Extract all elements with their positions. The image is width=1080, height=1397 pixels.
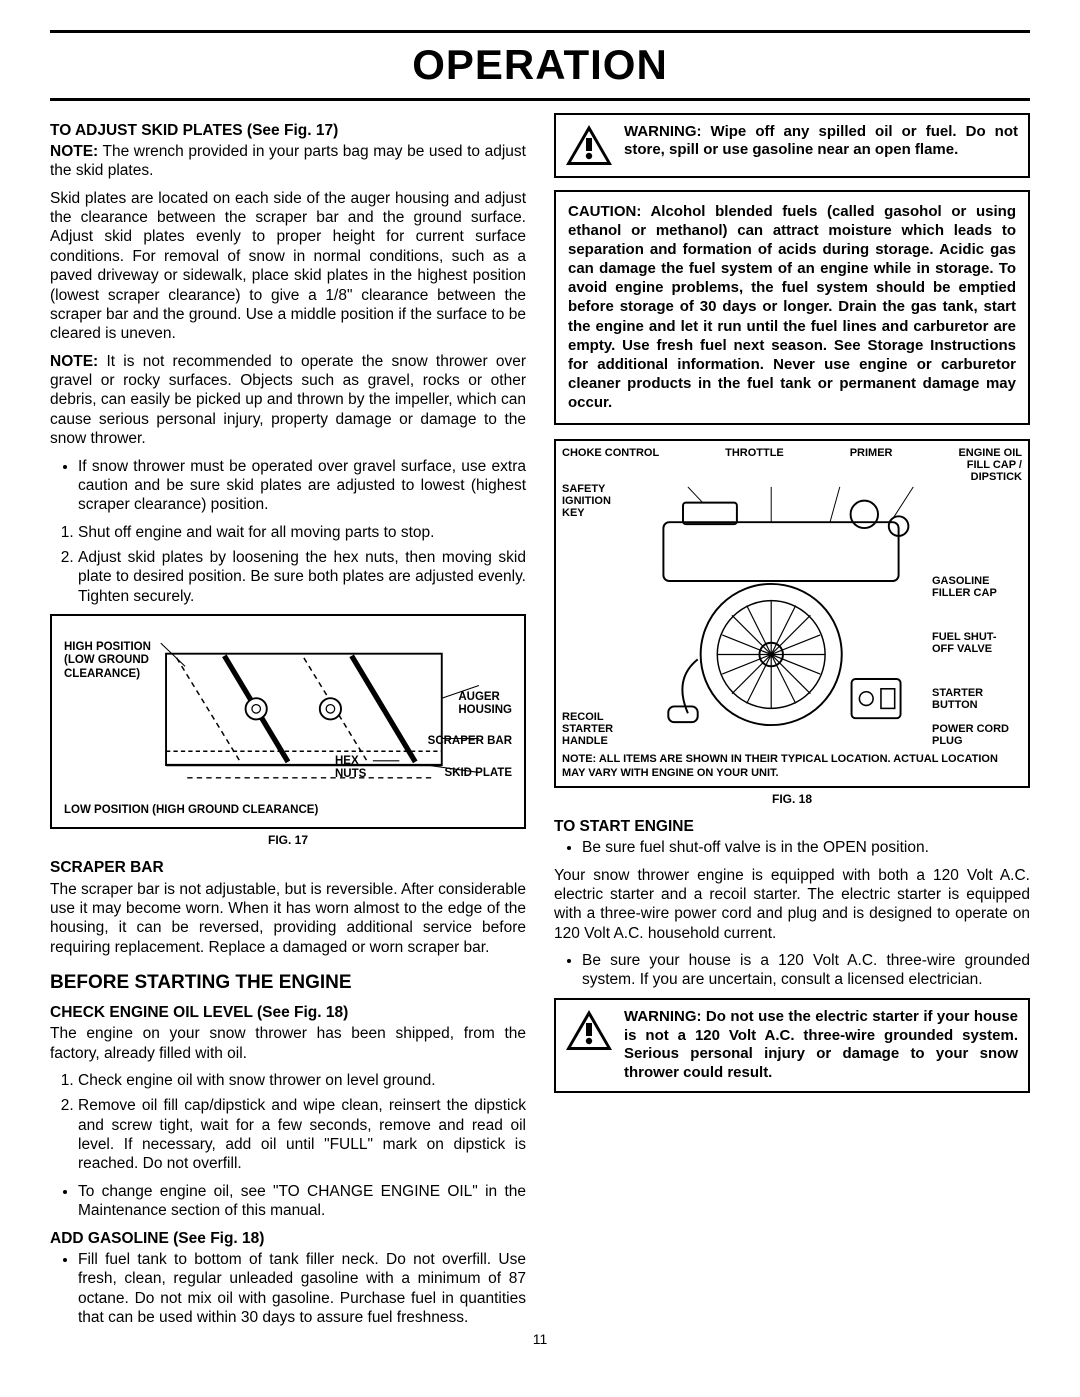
- lbl-safety1: SAFETY: [562, 483, 605, 495]
- lbl-gas1: GASOLINE: [932, 575, 989, 587]
- lbl-recoil2: STARTER: [562, 723, 613, 735]
- fig17-lowpos: LOW POSITION (HIGH GROUND CLEARANCE): [64, 804, 318, 816]
- note2: NOTE: It is not recommended to operate t…: [50, 352, 526, 449]
- check-oil-para: The engine on your snow thrower has been…: [50, 1024, 526, 1063]
- warning-box-2: WARNING: Do not use the electric starter…: [554, 998, 1030, 1093]
- fig17-nuts: NUTS: [335, 768, 366, 780]
- start-para: Your snow thrower engine is equipped wit…: [554, 866, 1030, 944]
- fig17-clear: CLEARANCE): [64, 668, 140, 680]
- lbl-fuel2: OFF VALVE: [932, 643, 992, 655]
- lbl-fuel1: FUEL SHUT-: [932, 631, 997, 643]
- lbl-oil1: ENGINE OIL: [958, 447, 1022, 459]
- lbl-gas2: FILLER CAP: [932, 587, 997, 599]
- lbl-power: POWER CORD PLUG: [932, 723, 1009, 747]
- lbl-safety3: KEY: [562, 507, 585, 519]
- fig18-caption: FIG. 18: [554, 792, 1030, 807]
- gas-bullet1: Fill fuel tank to bottom of tank filler …: [78, 1250, 526, 1328]
- skid-bullet1: If snow thrower must be operated over gr…: [78, 457, 526, 515]
- fig17-hex: HEX: [335, 755, 359, 767]
- scraper-para: The scraper bar is not adjustable, but i…: [50, 880, 526, 958]
- heading-add-gas: ADD GASOLINE (See Fig. 18): [50, 1229, 526, 1248]
- content-columns: TO ADJUST SKID PLATES (See Fig. 17) NOTE…: [50, 113, 1030, 1336]
- oil-bullet1: To change engine oil, see "TO CHANGE ENG…: [78, 1182, 526, 1221]
- note1-label: NOTE:: [50, 143, 98, 160]
- heading-start: TO START ENGINE: [554, 817, 1030, 836]
- note1: NOTE: The wrench provided in your parts …: [50, 142, 526, 181]
- fig17-auger: AUGER: [458, 691, 500, 703]
- start-bullet2: Be sure your house is a 120 Volt A.C. th…: [582, 951, 1030, 990]
- oil-step2: Remove oil fill cap/dipstick and wipe cl…: [78, 1096, 526, 1174]
- warning2-text: WARNING: Do not use the electric starter…: [624, 1008, 1018, 1083]
- warning-icon: [564, 123, 614, 168]
- lbl-oil3: DIPSTICK: [971, 471, 1022, 483]
- fig17-lowgc: (LOW GROUND: [64, 654, 149, 666]
- note2-text: It is not recommended to operate the sno…: [50, 353, 526, 448]
- fig17-skid: SKID PLATE: [444, 767, 512, 779]
- skid-step1: Shut off engine and wait for all moving …: [78, 523, 526, 542]
- figure-17: HIGH POSITION (LOW GROUND CLEARANCE) AUG…: [50, 614, 526, 829]
- figure-18: CHOKE CONTROL THROTTLE PRIMER ENGINE OIL…: [554, 439, 1030, 788]
- left-column: TO ADJUST SKID PLATES (See Fig. 17) NOTE…: [50, 113, 526, 1336]
- heading-before: BEFORE STARTING THE ENGINE: [50, 971, 526, 995]
- lbl-choke: CHOKE CONTROL: [562, 447, 659, 483]
- fig17-high: HIGH POSITION: [64, 641, 151, 653]
- fig17-housing: HOUSING: [458, 704, 512, 716]
- note1-text: The wrench provided in your parts bag ma…: [50, 143, 526, 179]
- warning-icon: [564, 1008, 614, 1053]
- fig18-note: NOTE: ALL ITEMS ARE SHOWN IN THEIR TYPIC…: [562, 753, 1022, 779]
- heading-check-oil: CHECK ENGINE OIL LEVEL (See Fig. 18): [50, 1003, 526, 1022]
- warning1-text: WARNING: Wipe off any spilled oil or fue…: [624, 123, 1018, 168]
- oil-step1: Check engine oil with snow thrower on le…: [78, 1071, 526, 1090]
- caution-box: CAUTION: Alcohol blended fuels (called g…: [554, 190, 1030, 425]
- start-bullet1: Be sure fuel shut-off valve is in the OP…: [582, 838, 1030, 857]
- lbl-recoil3: HANDLE: [562, 735, 608, 747]
- note2-label: NOTE:: [50, 353, 98, 370]
- right-column: WARNING: Wipe off any spilled oil or fue…: [554, 113, 1030, 1336]
- skid-step2: Adjust skid plates by loosening the hex …: [78, 548, 526, 606]
- lbl-oil2: FILL CAP /: [967, 459, 1022, 471]
- warning-box-1: WARNING: Wipe off any spilled oil or fue…: [554, 113, 1030, 178]
- heading-skid: TO ADJUST SKID PLATES (See Fig. 17): [50, 121, 526, 140]
- lbl-safety2: IGNITION: [562, 495, 611, 507]
- fig17-caption: FIG. 17: [50, 833, 526, 848]
- lbl-recoil1: RECOIL: [562, 711, 604, 723]
- lbl-primer: PRIMER: [850, 447, 893, 483]
- page-title: OPERATION: [50, 35, 1030, 101]
- lbl-starter: STARTER BUTTON: [932, 687, 983, 711]
- lbl-throttle: THROTTLE: [725, 447, 784, 483]
- heading-scraper: SCRAPER BAR: [50, 858, 526, 877]
- fig17-scraper: SCRAPER BAR: [428, 735, 512, 747]
- skid-para1: Skid plates are located on each side of …: [50, 189, 526, 344]
